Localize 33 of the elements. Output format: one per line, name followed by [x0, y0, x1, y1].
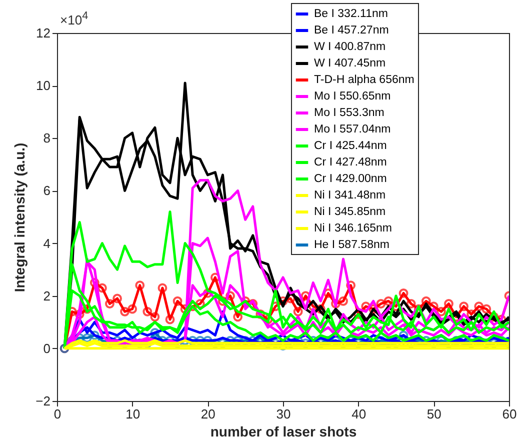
- legend-label: Cr I 427.48nm: [314, 156, 387, 168]
- legend-label: Ni I 345.85nm: [314, 206, 386, 218]
- legend-label: Mo I 550.65nm: [314, 90, 391, 102]
- legend-label: He I 587.58nm: [314, 239, 390, 251]
- y-tick-label: 10: [36, 78, 50, 94]
- x-tick-label: 20: [200, 406, 216, 422]
- y-tick-label: 0: [43, 340, 50, 356]
- legend-label: T-D-H alpha 656nm: [314, 74, 414, 86]
- y-axis-title: Integral intensity (a.u.): [12, 142, 28, 292]
- legend-label: Cr I 429.00nm: [314, 173, 387, 185]
- y-tick-label: 8: [43, 130, 50, 146]
- y-tick-label: −2: [36, 394, 50, 408]
- y-tick-label: 2: [43, 288, 50, 304]
- y-tick-label: 6: [43, 183, 50, 198]
- x-tick-label: 50: [426, 406, 442, 422]
- x-tick-label: 0: [54, 406, 62, 422]
- text: ×10$^{4}$: [60, 10, 88, 28]
- x-axis-title: number of laser shots: [210, 424, 357, 440]
- y-tick-label: 12: [36, 26, 50, 40]
- legend-label: Ni I 341.48nm: [314, 190, 386, 202]
- x-tick-label: 60: [502, 406, 517, 422]
- legend-label: W I 400.87nm: [314, 41, 386, 53]
- legend-label: Be I 457.27nm: [314, 24, 389, 36]
- legend-label: Cr I 425.44nm: [314, 140, 387, 152]
- x-tick-label: 30: [276, 406, 291, 422]
- x-tick-label: 10: [126, 406, 140, 422]
- legend-label: Mo I 553.3nm: [314, 107, 384, 119]
- legend-label: Mo I 557.04nm: [314, 124, 391, 136]
- y-tick-label: 4: [43, 236, 50, 251]
- legend-label: W I 407.45nm: [314, 58, 386, 70]
- x-tick-label: 40: [352, 406, 366, 422]
- legend-label: Ni I 346.165nm: [314, 222, 392, 234]
- legend-label: Be I 332.11nm: [314, 8, 388, 20]
